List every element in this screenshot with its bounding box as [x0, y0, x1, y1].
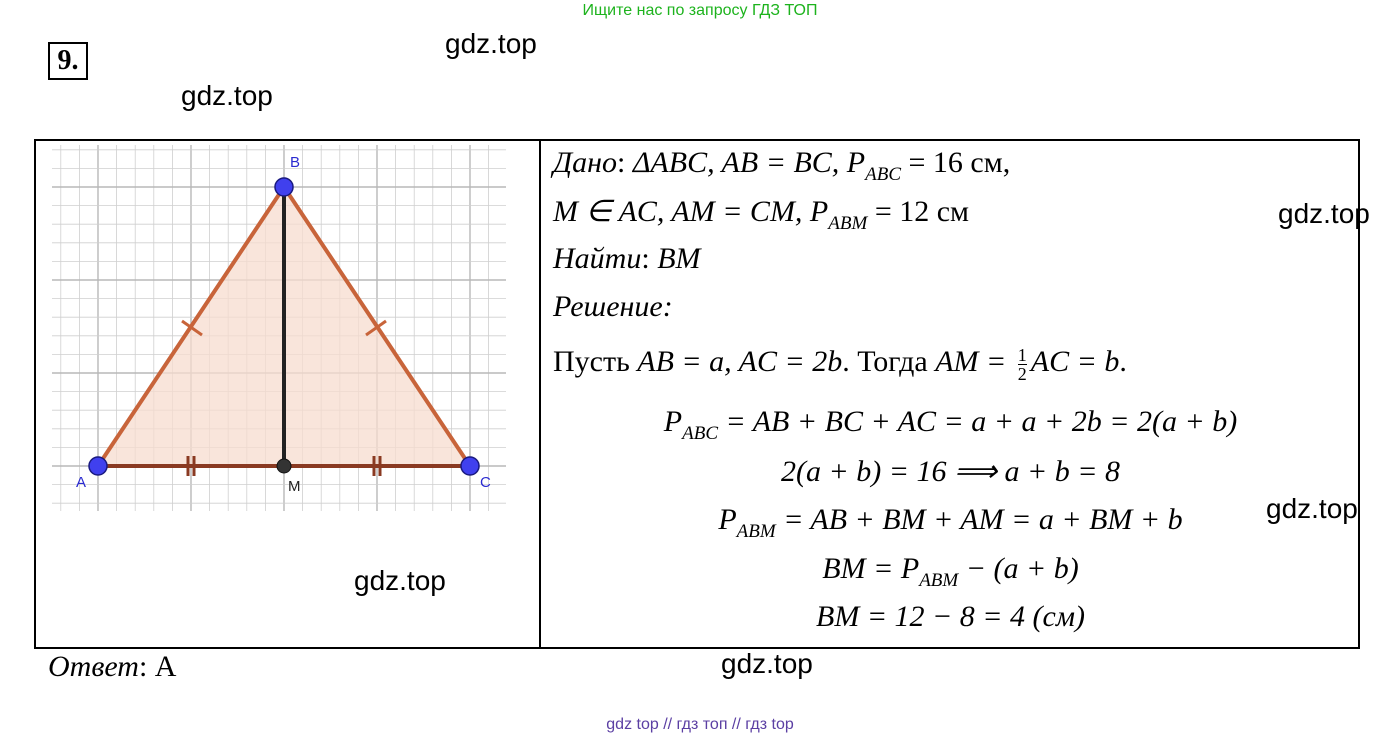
frac-num: 1 [1017, 344, 1027, 365]
given-line-2: M ∈ AC, AM = CM, PABM = 12 см [553, 194, 969, 235]
find-label: Найти [553, 242, 642, 275]
let-5: AC = b [1030, 345, 1120, 378]
solution-heading: Решение: [553, 290, 673, 323]
given-1-sub: ABC [865, 164, 901, 185]
given-2-end: = 12 см [867, 195, 970, 228]
problem-number: 9. [48, 42, 88, 80]
answer-value: A [154, 650, 177, 683]
let-line: Пусть AB = a, AC = 2b. Тогда AM = 1 2 AC =… [553, 345, 1127, 383]
label-b: B [290, 154, 300, 171]
watermark: gdz.top [445, 28, 537, 59]
tick-bc [365, 319, 387, 337]
let-1: Пусть [553, 345, 638, 378]
equation-1: PABC = AB + BC + AC = a + a + 2b = 2(a +… [541, 405, 1360, 445]
let-4: AM = [935, 345, 1014, 378]
answer-line: Ответ: A [48, 650, 177, 683]
label-m: M [288, 478, 301, 495]
find-line: Найти: BM [553, 242, 701, 275]
eq3-p: P [718, 503, 737, 536]
tick-ab [181, 319, 203, 337]
watermark: gdz.top [1278, 198, 1370, 229]
solution-frame [34, 139, 1360, 649]
watermark: gdz.top [1266, 493, 1358, 524]
find-value: BM [657, 242, 701, 275]
eq3-sub: ABM [736, 521, 776, 542]
given-line-1: Дано: ΔABC, AB = BC, PABC = 16 см, [553, 146, 1011, 185]
equation-2: 2(a + b) = 16 ⟹ a + b = 8 [781, 455, 1120, 488]
eq4-start: BM = P [822, 552, 920, 585]
watermark: gdz.top [181, 80, 273, 111]
given-2-sub: ABM [828, 213, 868, 234]
given-1: ΔABC, AB = BC, P [632, 146, 866, 179]
label-c: C [480, 474, 491, 491]
point-m [276, 458, 292, 474]
watermark: gdz.top [354, 565, 446, 596]
let-2: AB = a, AC = 2b [637, 345, 843, 378]
answer-label: Ответ [48, 650, 139, 683]
point-b [274, 177, 294, 197]
triangle-figure: A B C M [52, 145, 506, 511]
point-c [460, 456, 480, 476]
frame-divider [539, 139, 541, 649]
eq1-rest: = AB + BC + AC = a + a + 2b = 2(a + b) [718, 405, 1238, 438]
equation-3: PABM = AB + BM + AM = a + BM + b [541, 503, 1360, 543]
eq1-sub: ABC [682, 423, 719, 444]
let-6: . [1119, 345, 1127, 378]
frac-den: 2 [1017, 363, 1027, 384]
given-2: M ∈ AC, AM = CM, P [553, 195, 829, 228]
label-a: A [76, 474, 86, 491]
let-3: . Тогда [842, 345, 936, 378]
top-banner: Ищите нас по запросу ГДЗ ТОП [582, 2, 818, 19]
problem-number-dot: . [71, 45, 79, 76]
given-1-end: = 16 см, [901, 146, 1011, 179]
equation-5: BM = 12 − 8 = 4 (см) [816, 600, 1085, 633]
eq4-sub: ABM [919, 570, 959, 591]
eq1-p: P [663, 405, 683, 438]
equation-4: BM = PABM − (a + b) [541, 552, 1360, 592]
solution-label: Решение [553, 290, 663, 323]
eq3-rest: = AB + BM + AM = a + BM + b [775, 503, 1183, 536]
given-label: Дано [553, 146, 617, 179]
problem-number-digit: 9 [57, 45, 72, 76]
footer-links: gdz top // гдз топ // гдз top [606, 716, 794, 733]
eq4-rest: − (a + b) [958, 552, 1079, 585]
point-a [88, 456, 108, 476]
watermark: gdz.top [721, 648, 813, 679]
